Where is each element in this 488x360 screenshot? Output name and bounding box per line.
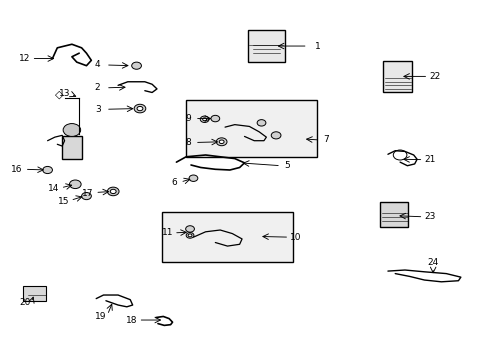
Circle shape — [137, 107, 142, 111]
Text: 2: 2 — [95, 83, 100, 92]
Circle shape — [202, 118, 206, 121]
Text: 24: 24 — [427, 258, 438, 267]
Text: 6: 6 — [171, 178, 177, 187]
Text: 3: 3 — [95, 105, 101, 114]
Text: 4: 4 — [95, 60, 100, 69]
Circle shape — [200, 116, 208, 122]
Bar — [379, 202, 407, 227]
Circle shape — [189, 175, 198, 181]
Text: 18: 18 — [126, 315, 137, 324]
Text: 23: 23 — [424, 212, 435, 221]
Text: 19: 19 — [95, 312, 106, 321]
Text: 21: 21 — [424, 155, 435, 164]
Text: 22: 22 — [428, 72, 440, 81]
Bar — [62, 136, 81, 159]
Text: 7: 7 — [323, 135, 328, 144]
Circle shape — [134, 104, 145, 113]
Circle shape — [186, 233, 194, 238]
Circle shape — [81, 193, 91, 200]
Text: 20: 20 — [19, 298, 30, 307]
Text: 17: 17 — [82, 189, 94, 198]
Bar — [162, 212, 292, 262]
Text: 15: 15 — [58, 197, 69, 206]
Circle shape — [63, 123, 81, 136]
Circle shape — [69, 180, 81, 189]
Circle shape — [42, 166, 52, 174]
Text: 10: 10 — [289, 233, 301, 242]
Text: 16: 16 — [11, 165, 22, 174]
Text: 5: 5 — [284, 161, 289, 170]
Circle shape — [219, 140, 224, 144]
Text: 1: 1 — [314, 41, 320, 50]
Circle shape — [110, 189, 116, 194]
Text: 13: 13 — [59, 89, 70, 98]
Text: 14: 14 — [48, 184, 60, 193]
Circle shape — [185, 226, 194, 232]
Circle shape — [188, 234, 192, 237]
Circle shape — [257, 120, 265, 126]
Text: ◇: ◇ — [54, 89, 63, 99]
Text: 11: 11 — [162, 228, 173, 237]
Bar — [247, 30, 284, 62]
Circle shape — [271, 132, 281, 139]
Bar — [23, 287, 46, 301]
Text: 12: 12 — [19, 54, 30, 63]
Circle shape — [131, 62, 141, 69]
Text: 8: 8 — [185, 138, 191, 147]
Circle shape — [210, 115, 219, 122]
Circle shape — [216, 138, 226, 146]
Circle shape — [107, 187, 119, 196]
Text: 9: 9 — [185, 114, 191, 123]
Bar — [186, 100, 317, 157]
Bar — [382, 61, 411, 91]
